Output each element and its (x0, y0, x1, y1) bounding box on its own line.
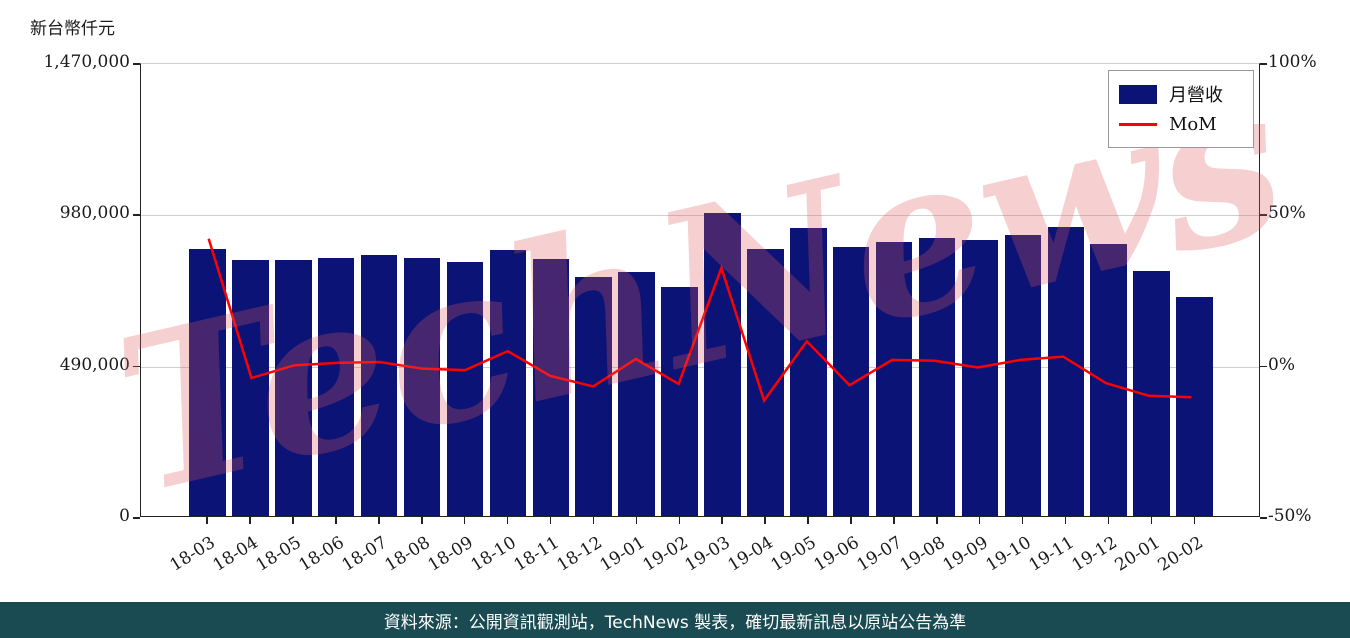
bar-19-12 (1090, 243, 1127, 516)
footer-bar: 資料來源：公開資訊觀測站，TechNews 製表，確切最新訊息以原站公告為準 (0, 602, 1350, 638)
legend-label-bar: 月營收 (1169, 85, 1223, 106)
tick-mark (133, 63, 140, 65)
bar-20-02 (1176, 297, 1213, 516)
tick-mark (378, 517, 380, 524)
bar-20-01 (1133, 271, 1170, 516)
bar-series-swatch (1119, 84, 1157, 104)
tick-mark (335, 517, 337, 524)
tick-mark (133, 517, 140, 519)
right-tick-0%: 0% (1268, 354, 1295, 375)
tick-mark (463, 517, 466, 524)
tick-mark (1260, 365, 1267, 368)
legend-label-line: MoM (1169, 113, 1217, 135)
y-axis-title: 新台幣仟元 (30, 19, 115, 39)
legend-entry-line: MoM (1119, 109, 1243, 139)
bar-18-10 (489, 249, 527, 516)
legend-entry-bar: 月營收 (1119, 79, 1243, 109)
bar-19-02 (661, 287, 698, 516)
left-tick-0: 0 (119, 506, 130, 526)
tick-mark (1107, 517, 1110, 524)
plot-area (140, 63, 1260, 517)
bar-19-04 (747, 248, 784, 516)
tick-mark (133, 214, 140, 216)
right-tick--50%: -50% (1268, 506, 1312, 526)
bar-19-07 (875, 241, 913, 516)
bar-19-06 (832, 246, 870, 516)
bar-18-11 (532, 259, 570, 516)
bar-19-09 (961, 239, 999, 516)
tick-mark (506, 517, 509, 524)
bar-18-12 (575, 276, 612, 516)
bar-19-11 (1047, 226, 1085, 516)
gridline (141, 215, 1259, 217)
tick-mark (850, 517, 852, 524)
tick-mark (549, 517, 552, 524)
tick-mark (1260, 214, 1267, 216)
tick-mark (721, 517, 723, 524)
tick-mark (592, 517, 595, 524)
tick-mark (936, 517, 938, 524)
tick-mark (678, 517, 681, 524)
bar-series (141, 64, 1259, 516)
tick-mark (978, 517, 981, 524)
legend: 月營收 MoM (1108, 70, 1254, 148)
tick-mark (1260, 63, 1267, 65)
footer-source-text: 資料來源：公開資訊觀測站，TechNews 製表，確切最新訊息以原站公告為準 (383, 612, 967, 633)
bar-18-04 (232, 259, 269, 516)
bar-19-03 (704, 213, 741, 516)
left-tick-490,000: 490,000 (59, 354, 130, 375)
bar-18-07 (360, 255, 398, 516)
tick-mark (292, 517, 294, 524)
tick-mark (249, 517, 251, 524)
tick-mark (807, 517, 809, 524)
right-tick-50%: 50% (1268, 203, 1306, 224)
right-tick-100%: 100% (1268, 52, 1317, 72)
tick-mark (893, 517, 895, 524)
tick-mark (133, 365, 140, 368)
tick-mark (1260, 517, 1267, 519)
tick-mark (764, 517, 766, 524)
tick-mark (206, 517, 208, 524)
bar-18-06 (317, 257, 355, 516)
tick-mark (1193, 517, 1196, 524)
tick-mark (635, 517, 638, 524)
bar-19-01 (618, 272, 655, 516)
tick-mark (1021, 517, 1024, 524)
mom-line-swatch (1119, 122, 1157, 126)
bar-18-08 (403, 257, 441, 516)
tick-mark (1150, 517, 1153, 524)
tick-mark (421, 517, 423, 524)
left-tick-980,000: 980,000 (59, 203, 130, 224)
bar-18-03 (189, 248, 226, 516)
bar-18-05 (275, 259, 312, 516)
bar-19-08 (918, 237, 956, 516)
bar-18-09 (446, 261, 484, 516)
left-tick-1,470,000: 1,470,000 (43, 52, 130, 72)
bar-19-05 (790, 227, 827, 516)
bar-19-10 (1004, 234, 1042, 516)
tick-mark (1064, 517, 1067, 524)
